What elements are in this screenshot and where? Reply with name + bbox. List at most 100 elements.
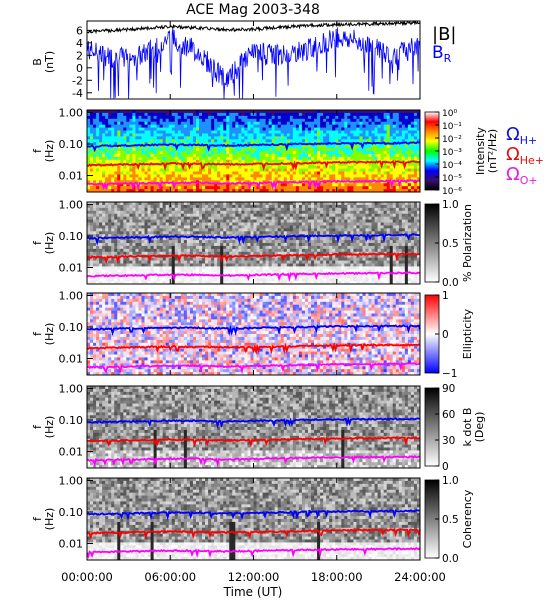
heatmap-cell [407, 177, 412, 181]
heatmap-cell [186, 133, 191, 137]
heatmap-cell [180, 257, 185, 261]
heatmap-cell [262, 237, 267, 241]
heatmap-cell [362, 124, 366, 128]
heatmap-cell [301, 130, 306, 134]
heatmap-cell [250, 216, 254, 220]
heatmap-cell [265, 269, 270, 273]
heatmap-cell [407, 165, 412, 169]
heatmap-cell [404, 159, 409, 164]
heatmap-cell [144, 207, 148, 212]
heatmap-cell [289, 183, 294, 187]
heatmap-cell [274, 130, 279, 134]
heatmap-cell [401, 186, 406, 190]
heatmap-cell [211, 257, 215, 261]
heatmap-cell [247, 165, 251, 169]
heatmap-cell [205, 153, 209, 158]
heatmap-cell [211, 243, 215, 247]
heatmap-cell [283, 186, 288, 190]
heatmap-cell [335, 139, 339, 143]
heatmap-cell [87, 222, 91, 226]
heatmap-cell [117, 151, 121, 155]
heatmap-cell [147, 204, 151, 209]
heatmap-cell [226, 275, 230, 279]
heatmap-cell [186, 148, 191, 152]
heatmap-cell [374, 127, 379, 131]
heatmap-cell [262, 151, 267, 155]
heatmap-cell [256, 263, 260, 267]
heatmap-cell [320, 115, 324, 120]
heatmap-cell [268, 174, 273, 178]
heatmap-cell [165, 124, 170, 128]
heatmap-cell [202, 216, 206, 220]
heatmap-cell [265, 118, 270, 123]
heatmap-cell [199, 269, 203, 273]
heatmap-cell [289, 118, 294, 123]
heatmap-cell [189, 251, 194, 256]
heatmap-cell [165, 275, 170, 279]
heatmap-cell [280, 207, 285, 212]
heatmap-cell [241, 219, 245, 223]
heatmap-cell [383, 133, 388, 137]
heatmap-cell [226, 219, 230, 223]
heatmap-cell [220, 142, 224, 146]
heatmap-cell [247, 234, 251, 238]
heatmap-cell [295, 121, 300, 126]
heatmap-cell [292, 171, 297, 175]
heatmap-cell [177, 251, 182, 256]
heatmap-cell [380, 127, 385, 131]
heatmap-cell [271, 266, 276, 270]
heatmap-cell [177, 275, 182, 279]
heatmap-cell [132, 213, 136, 218]
heatmap-cell [250, 153, 254, 158]
heatmap-cell [132, 225, 136, 229]
heatmap-cell [211, 121, 215, 126]
heatmap-cell [211, 281, 215, 285]
heatmap-cell [105, 213, 109, 218]
heatmap-cell [295, 115, 300, 120]
heatmap-cell [371, 136, 375, 140]
heatmap-cell [365, 112, 369, 117]
heatmap-cell [368, 115, 372, 120]
heatmap-cell [123, 272, 127, 276]
heatmap-cell [356, 121, 360, 126]
heatmap-cell [217, 180, 221, 184]
heatmap-cell [244, 237, 248, 241]
heatmap-cell [277, 159, 282, 164]
heatmap-cell [253, 228, 257, 232]
heatmap-cell [265, 130, 270, 134]
heatmap-cell [189, 207, 194, 212]
heatmap-cell [195, 240, 200, 244]
heatmap-cell [111, 216, 115, 220]
heatmap-cell [241, 257, 245, 261]
heatmap-cell [365, 145, 369, 149]
heatmap-cell [96, 156, 100, 161]
heatmap-cell [217, 243, 221, 247]
heatmap-cell [280, 237, 285, 241]
heatmap-cell [105, 153, 109, 158]
heatmap-cell [380, 130, 385, 134]
heatmap-cell [123, 231, 127, 235]
heatmap-cell [120, 118, 124, 123]
heatmap-cell [292, 136, 297, 140]
heatmap-cell [220, 245, 224, 250]
heatmap-cell [87, 180, 91, 184]
heatmap-cell [368, 186, 372, 190]
heatmap-cell [271, 151, 276, 155]
heatmap-cell [229, 228, 233, 232]
heatmap-cell [241, 174, 245, 178]
heatmap-cell [371, 124, 375, 128]
heatmap-cell [250, 266, 254, 270]
heatmap-cell [256, 168, 260, 172]
heatmap-cell [156, 219, 161, 223]
heatmap-cell [250, 269, 254, 273]
heatmap-cell [277, 213, 282, 218]
heatmap-cell [150, 263, 154, 267]
heatmap-cell [214, 240, 218, 244]
heatmap-cell [114, 245, 118, 250]
heatmap-cell [108, 210, 112, 215]
heatmap-cell [410, 130, 415, 134]
heatmap-cell [165, 177, 170, 181]
heatmap-cell [256, 177, 260, 181]
heatmap-cell [180, 248, 185, 253]
heatmap-cell [362, 165, 366, 169]
